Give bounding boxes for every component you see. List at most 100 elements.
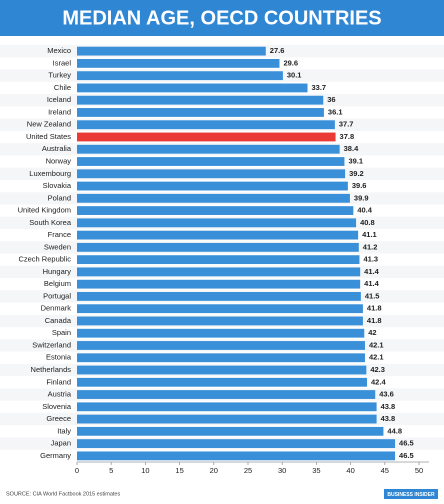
value-label: 39.1: [348, 156, 363, 165]
value-label: 38.4: [344, 144, 359, 153]
y-tick-label: Israel: [53, 58, 72, 67]
x-tick-label: 25: [244, 466, 252, 475]
value-label: 42.3: [370, 365, 385, 374]
bar: [77, 46, 266, 56]
bar: [77, 120, 335, 130]
y-tick-label: Hungary: [43, 267, 72, 276]
bar: [77, 206, 354, 215]
value-label: 41.3: [363, 255, 378, 264]
y-tick-label: Japan: [51, 439, 71, 448]
bar: [77, 377, 368, 387]
value-label: 42.1: [369, 340, 384, 349]
x-tick-label: 40: [346, 466, 354, 475]
y-tick-label: Estonia: [46, 353, 72, 362]
brand-box: [384, 489, 438, 499]
value-label: 42.1: [369, 353, 384, 362]
y-tick-label: Czech Republic: [18, 255, 71, 264]
source: SOURCE: CIA World Factbook 2015 estimate…: [6, 491, 120, 497]
bar: [77, 451, 396, 461]
bar: [77, 242, 359, 252]
bar: [77, 316, 363, 326]
value-label: 44.8: [387, 426, 402, 435]
value-label: 37.8: [340, 132, 355, 141]
bar: [77, 132, 336, 142]
value-label: 27.6: [270, 46, 285, 55]
brand: BUSINESS INSIDER: [387, 492, 435, 498]
bar: [77, 328, 365, 338]
value-label: 39.6: [352, 181, 367, 190]
value-label: 29.6: [283, 58, 298, 67]
bar: [77, 365, 367, 375]
bar: [77, 193, 350, 203]
y-tick-label: Poland: [48, 193, 71, 202]
value-label: 41.8: [367, 304, 382, 313]
bar: [77, 230, 359, 240]
bar: [77, 71, 283, 81]
value-label: 43.6: [379, 390, 394, 399]
y-tick-label: Canada: [45, 316, 72, 325]
bar: [77, 426, 384, 436]
y-tick-label: New Zealand: [27, 120, 71, 129]
y-tick-label: Norway: [46, 156, 72, 165]
x-tick-label: 10: [141, 466, 149, 475]
value-label: 46.5: [399, 451, 414, 460]
bar: [77, 439, 396, 449]
bar: [77, 108, 324, 117]
y-tick-label: Switzerland: [32, 340, 71, 349]
bar: [77, 390, 376, 399]
bar: [77, 95, 324, 105]
value-label: 36.1: [328, 107, 343, 116]
x-tick-label: 0: [75, 466, 79, 475]
value-label: 36: [327, 95, 335, 104]
value-label: 41.1: [362, 230, 377, 239]
y-tick-label: Spain: [52, 328, 71, 337]
y-tick-label: Denmark: [41, 304, 72, 313]
bar: [77, 304, 363, 314]
y-tick-label: Luxembourg: [29, 169, 71, 178]
bar: [77, 58, 280, 68]
y-tick-label: Chile: [54, 83, 71, 92]
y-tick-label: United States: [26, 132, 71, 141]
y-tick-label: Belgium: [44, 279, 71, 288]
y-tick-label: Portugal: [43, 291, 71, 300]
title-banner: [0, 0, 444, 36]
bar: [77, 267, 361, 277]
bar: [77, 414, 377, 424]
bar: [77, 157, 345, 166]
y-tick-label: France: [48, 230, 71, 239]
value-label: 30.1: [287, 71, 302, 80]
bar: [77, 402, 377, 412]
y-tick-label: South Korea: [29, 218, 72, 227]
bar: [77, 353, 365, 363]
value-label: 43.8: [381, 402, 396, 411]
y-tick-label: Mexico: [47, 46, 71, 55]
value-label: 41.8: [367, 316, 382, 325]
value-label: 33.7: [312, 83, 327, 92]
y-tick-label: Sweden: [44, 242, 71, 251]
y-tick-label: Turkey: [48, 71, 71, 80]
y-tick-label: Finland: [46, 377, 71, 386]
value-label: 43.8: [381, 414, 396, 423]
y-tick-label: Austria: [48, 390, 72, 399]
y-tick-label: Slovenia: [42, 402, 72, 411]
bar: [77, 83, 308, 93]
x-tick-label: 15: [175, 466, 183, 475]
chart-title: MEDIAN AGE, OECD COUNTRIES: [62, 7, 381, 29]
y-tick-label: Ireland: [48, 107, 71, 116]
y-tick-label: Australia: [42, 144, 72, 153]
y-tick-label: Netherlands: [31, 365, 72, 374]
bar: [77, 341, 365, 350]
value-label: 39.2: [349, 169, 364, 178]
x-tick-label: 20: [210, 466, 218, 475]
y-tick-label: Germany: [40, 451, 71, 460]
y-tick-label: Iceland: [47, 95, 71, 104]
x-tick-label: 50: [415, 466, 423, 475]
value-label: 40.8: [360, 218, 375, 227]
y-tick-label: United Kingdom: [18, 206, 71, 215]
bar: [77, 181, 348, 191]
x-tick-label: 35: [312, 466, 320, 475]
bar: [77, 169, 346, 179]
bar: [77, 218, 357, 228]
bar: [77, 292, 361, 301]
